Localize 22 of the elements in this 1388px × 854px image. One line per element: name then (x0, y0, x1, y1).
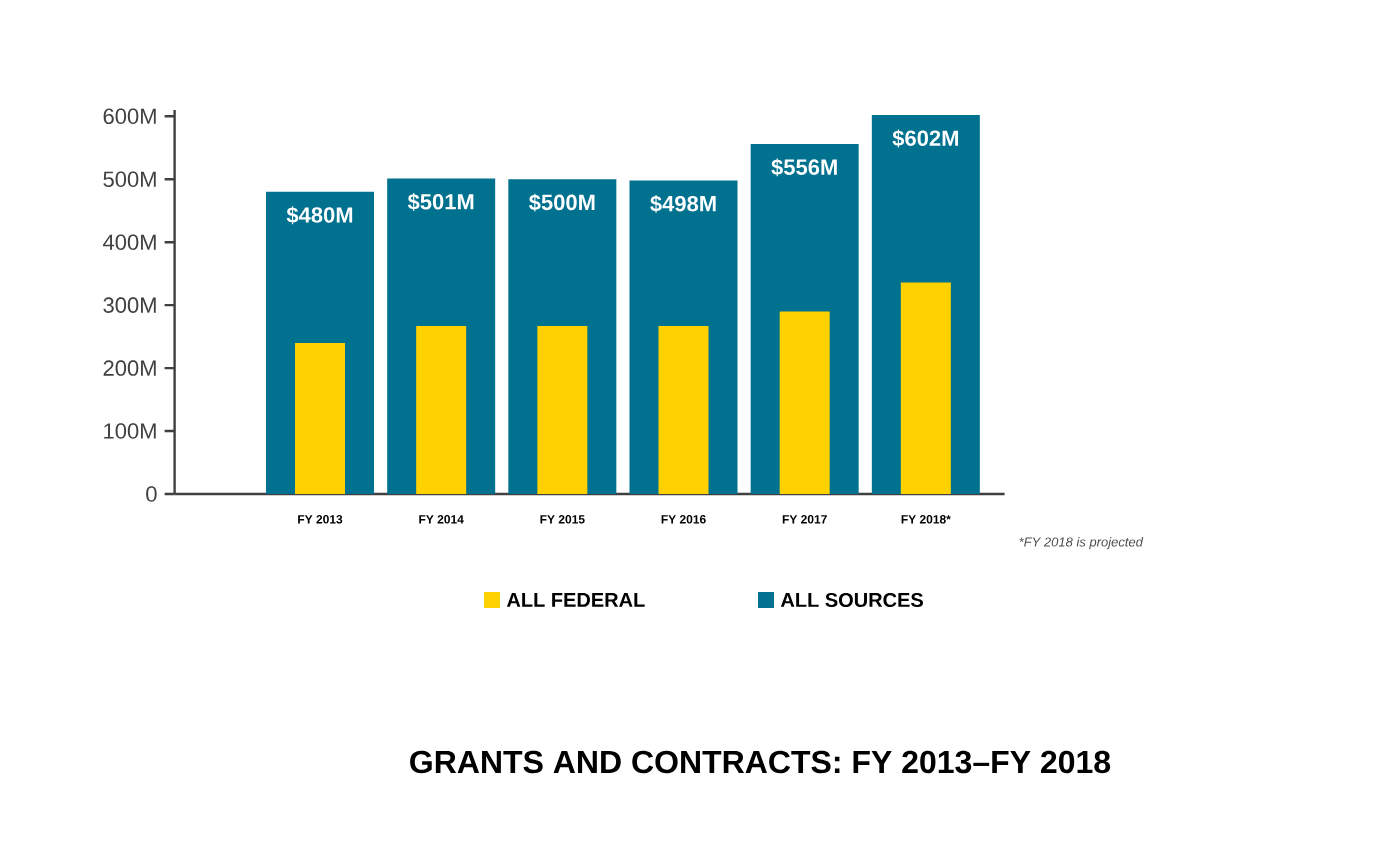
y-tick-label: 200M (103, 360, 156, 376)
y-tick-label: 100M (104, 423, 156, 439)
y-tick-label: 300M (103, 297, 156, 313)
data-label: $480M (286, 206, 353, 225)
bar (416, 325, 467, 494)
legend-label: ALL FEDERAL (506, 593, 645, 607)
bar (900, 282, 951, 494)
y-tick-label: 0 (146, 486, 157, 502)
y-tick-label: 500M (103, 171, 156, 188)
bar (779, 311, 830, 494)
y-tick-label: 600M (103, 108, 156, 125)
data-label: $498M (650, 194, 716, 213)
data-label: $602M (892, 129, 958, 148)
bar (658, 325, 709, 494)
data-label: $501M (407, 193, 474, 211)
bar (537, 325, 588, 494)
text: GRANTS AND CONTRACTS: FY 2013–FY 2018 (410, 750, 1111, 774)
data-label: $500M (528, 193, 595, 212)
y-tick-label: 400M (103, 234, 156, 250)
data-label: $556M (771, 158, 837, 177)
bar (295, 342, 346, 494)
legend-label: ALL SOURCES (780, 592, 923, 608)
